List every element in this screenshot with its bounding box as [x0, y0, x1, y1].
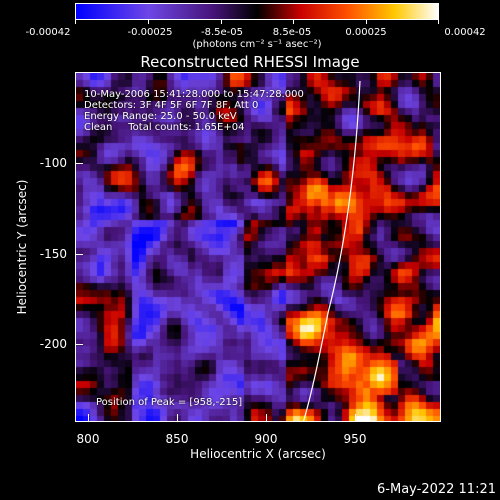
colorbar-tick [366, 20, 367, 24]
colorbar-tick-label: 0.00025 [345, 27, 387, 38]
colorbar-tick-label: -0.00025 [127, 27, 173, 38]
colorbar-unit: (photons cm⁻² s⁻¹ asec⁻²) [192, 39, 322, 50]
color-bar [75, 3, 439, 20]
x-tick [355, 414, 356, 422]
energy-range-label: Energy Range: 25.0 - 50.0 keV [84, 111, 237, 122]
x-tick-label: 850 [165, 432, 189, 446]
colorbar-tick-label: -0.00042 [25, 27, 71, 38]
y-tick [75, 163, 83, 164]
intensity-map [76, 73, 440, 421]
image-plot: 10-May-2006 15:41:28.000 to 15:47:28.000… [75, 72, 441, 422]
time-range-label: 10-May-2006 15:41:28.000 to 15:47:28.000 [84, 89, 304, 100]
x-tick [266, 414, 267, 422]
clean-counts-label: Clean Total counts: 1.65E+04 [84, 122, 245, 133]
colorbar-tick-label: 8.5e-05 [272, 27, 312, 38]
x-tick [88, 414, 89, 422]
plot-timestamp: 6-May-2022 11:21 [377, 482, 496, 497]
x-tick-label: 950 [343, 432, 367, 446]
colorbar-tick [221, 20, 222, 24]
colorbar-tick [293, 20, 294, 24]
colorbar-tick-label: 0.00042 [444, 27, 486, 38]
x-tick-label: 900 [254, 432, 278, 446]
y-tick-label: -100 [39, 156, 67, 170]
y-tick [75, 254, 83, 255]
colorbar-tick-label: -8.5e-05 [201, 27, 243, 38]
y-tick-label: -150 [39, 247, 67, 261]
detectors-label: Detectors: 3F 4F 5F 6F 7F 8F, Att 0 [84, 100, 259, 111]
colorbar-tick [148, 20, 149, 24]
image-title: Reconstructed RHESSI Image [140, 53, 360, 71]
y-tick [75, 344, 83, 345]
y-tick-label: -200 [39, 337, 67, 351]
x-axis-label: Heliocentric X (arcsec) [190, 447, 326, 461]
solar-limb-line [302, 80, 361, 421]
x-tick-label: 800 [76, 432, 100, 446]
x-tick [177, 414, 178, 422]
colorbar-tick [438, 20, 439, 24]
peak-position-label: Position of Peak = [958,-215] [96, 397, 243, 408]
colorbar-tick [75, 20, 76, 24]
y-axis-label: Heliocentric Y (arcsec) [15, 179, 29, 315]
